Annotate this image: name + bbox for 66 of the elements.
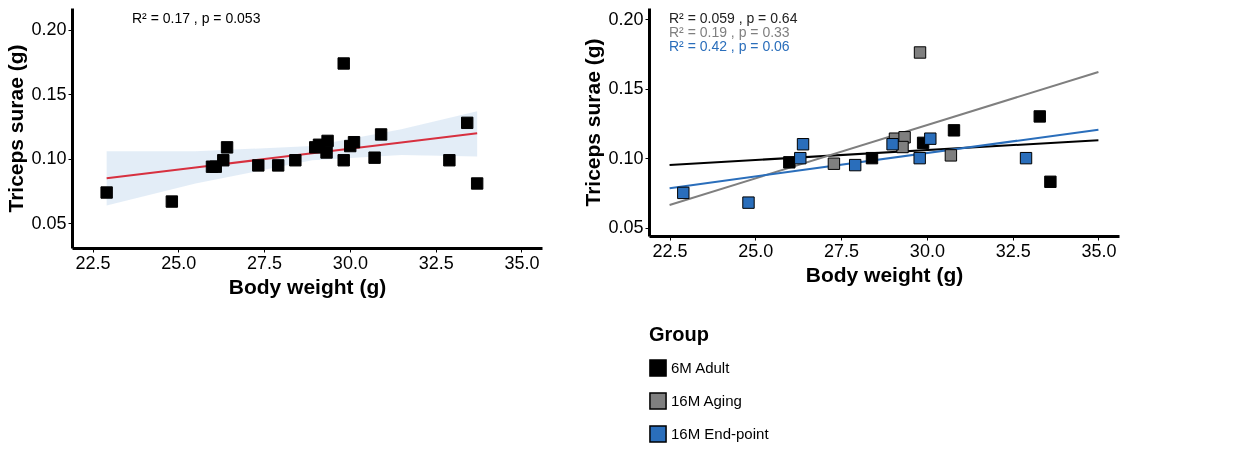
point — [220, 141, 234, 154]
y-tick-label: 0.10 — [608, 147, 644, 168]
y-tick-label: 0.15 — [31, 83, 67, 104]
x-tick-label: 32.5 — [995, 240, 1031, 261]
point — [865, 151, 879, 165]
point — [321, 134, 334, 148]
x-tick-label: 25.0 — [161, 252, 197, 273]
point — [165, 195, 179, 208]
legend-title: Group — [649, 323, 709, 345]
line-series — [105, 132, 479, 180]
x-tick-label: 22.5 — [652, 240, 688, 261]
point — [1044, 175, 1057, 188]
point — [374, 128, 388, 141]
x-tick-label: 30.0 — [909, 240, 945, 261]
point — [783, 156, 796, 169]
point — [461, 116, 474, 130]
annotation: R² = 0.42 , p = 0.06 — [669, 38, 790, 54]
x-tick-label: 35.0 — [1081, 240, 1117, 261]
point — [337, 154, 350, 167]
point — [252, 159, 265, 172]
point — [677, 186, 690, 200]
point — [913, 46, 927, 59]
point — [944, 149, 958, 162]
annotation: R² = 0.059 , p = 0.64 — [669, 10, 798, 26]
x-tick-label: 32.5 — [418, 252, 454, 273]
annotation: R² = 0.17 , p = 0.053 — [132, 10, 261, 26]
x-tick-label: 27.5 — [247, 252, 283, 273]
legend-label: 16M Aging — [671, 392, 742, 409]
y-tick-label: 0.20 — [31, 19, 67, 40]
x-tick-label: 30.0 — [332, 252, 368, 273]
y-tick-label: 0.10 — [31, 148, 67, 169]
point — [924, 132, 937, 145]
point — [913, 151, 926, 165]
y-tick-label: 0.05 — [31, 212, 67, 233]
legend-label: 16M End-point — [671, 425, 770, 442]
point — [320, 146, 333, 159]
legend-label: 6M Adult — [671, 359, 731, 376]
x-axis-title: Body weight (g) — [805, 262, 964, 286]
point — [796, 138, 810, 151]
y-tick-label: 0.20 — [608, 8, 644, 29]
point — [848, 158, 862, 172]
point — [827, 157, 841, 170]
y-tick-label: 0.15 — [608, 78, 644, 99]
point — [271, 159, 285, 172]
x-axis-title: Body weight (g) — [228, 274, 387, 298]
x-tick-label: 27.5 — [824, 240, 860, 261]
point — [347, 135, 361, 149]
point — [1019, 151, 1033, 165]
x-tick-label: 25.0 — [738, 240, 774, 261]
point — [470, 177, 484, 190]
x-tick-label: 22.5 — [75, 252, 111, 273]
point — [886, 138, 899, 151]
point — [217, 154, 230, 167]
point — [794, 151, 807, 165]
point — [1033, 110, 1046, 123]
y-axis-title: Triceps surae (g) — [581, 38, 605, 207]
point — [443, 154, 456, 167]
y-axis-title: Triceps surae (g) — [4, 44, 28, 213]
point — [337, 57, 350, 70]
x-tick-label: 35.0 — [504, 252, 540, 273]
point — [368, 151, 381, 164]
point — [100, 186, 113, 199]
point — [947, 124, 961, 137]
point — [289, 154, 302, 167]
y-tick-label: 0.05 — [608, 217, 644, 238]
point — [742, 196, 755, 209]
